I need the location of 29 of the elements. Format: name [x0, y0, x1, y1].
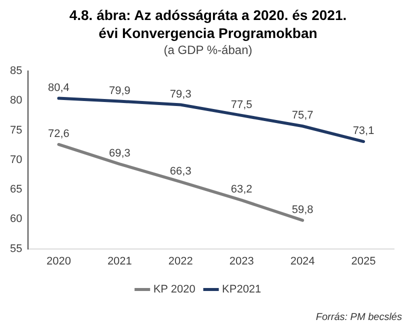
- data-label: 59,8: [292, 204, 314, 216]
- y-tick-label: 80: [10, 94, 22, 107]
- x-tick-label: 2021: [107, 255, 132, 268]
- data-label: 79,3: [170, 88, 192, 100]
- y-tick-label: 85: [10, 65, 22, 78]
- data-label: 66,3: [170, 165, 192, 178]
- data-label: 63,2: [230, 184, 252, 196]
- data-label: 80,4: [48, 82, 70, 94]
- x-tick-label: 2020: [46, 255, 71, 268]
- y-tick-label: 75: [10, 124, 22, 136]
- chart-title: 4.8. ábra: Az adósságráta a 2020. és 2021. évi Konvergencia Programokban: [68, 6, 348, 42]
- x-tick-label: 2023: [229, 255, 254, 268]
- y-tick-label: 60: [10, 213, 22, 226]
- x-tick-label: 2024: [290, 255, 315, 268]
- x-tick-label: 2025: [351, 255, 376, 268]
- y-tick-label: 65: [10, 184, 22, 196]
- x-tick-label: 2022: [168, 255, 193, 268]
- text: Forrás: PM becslés: [316, 312, 402, 323]
- data-label: 73,1: [352, 125, 374, 138]
- data-label: 72,6: [48, 128, 70, 140]
- legend-label: KP 2020: [153, 284, 196, 296]
- data-label: 75,7: [292, 110, 314, 122]
- data-label: 69,3: [108, 148, 130, 160]
- data-label: 77,5: [230, 98, 252, 111]
- y-tick-label: 70: [10, 154, 22, 166]
- data-label: 79,9: [108, 84, 130, 97]
- chart-subtitle: (a GDP %-ában): [162, 43, 254, 57]
- legend-label: KP2021: [222, 284, 262, 296]
- y-tick-label: 55: [10, 242, 22, 255]
